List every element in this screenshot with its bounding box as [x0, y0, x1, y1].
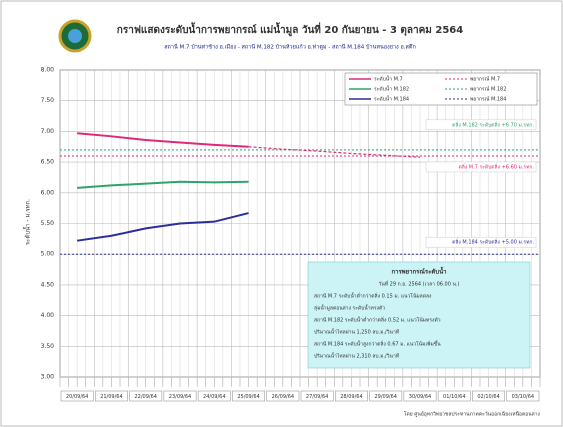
y-tick-label: 7.00: [41, 128, 55, 135]
date-box: [197, 390, 231, 402]
x-tick-label: 21/09/64: [100, 394, 122, 400]
y-tick-label: 5.50: [41, 220, 55, 227]
legend-label: ระดับน้ำ M.182: [374, 84, 409, 93]
series-line: [77, 180, 249, 189]
legend-label: ระดับน้ำ M.184: [374, 94, 409, 103]
date-box: [369, 390, 403, 402]
date-box: [506, 390, 540, 402]
date-box: [437, 390, 471, 402]
reference-label: ตลิ่ง M.7 ระดับตลิ่ง +6.60 ม.รทก.: [458, 163, 534, 170]
series-line: [77, 212, 249, 242]
reference-label-box: [425, 161, 537, 173]
y-tick-label: 8.00: [41, 67, 55, 74]
date-box: [472, 390, 506, 402]
x-tick-label: 29/09/64: [374, 394, 396, 400]
x-tick-label: 02/10/64: [477, 394, 499, 400]
info-line: ปริมาณน้ำไหลผ่าน 1,250 ลบ.ม./วินาที: [314, 327, 399, 336]
y-tick-label: 6.00: [41, 189, 55, 196]
info-line: สถานี M.7 ระดับน้ำต่ำกว่าตลิ่ง 0.15 ม. แ…: [314, 291, 432, 300]
x-tick-label: 20/09/64: [66, 394, 88, 400]
logo-center: [68, 29, 82, 43]
reference-label-box: [425, 119, 537, 131]
x-tick-label: 01/10/64: [443, 394, 465, 400]
x-tick-label: 22/09/64: [134, 394, 156, 400]
reference-label: ตลิ่ง M.184 ระดับตลิ่ง +5.00 ม.รทก.: [452, 239, 534, 246]
y-axis-title: ระดับน้ำ - ม.รทก.: [22, 199, 32, 245]
date-box: [266, 390, 300, 402]
date-box: [163, 390, 197, 402]
x-tick-label: 03/10/64: [512, 394, 534, 400]
info-line: ลุ่มน้ำมูลตอนล่าง ระดับน้ำทรงตัว: [314, 303, 385, 312]
reference-label-box: [425, 236, 537, 248]
x-tick-label: 26/09/64: [272, 394, 294, 400]
legend-box: [344, 72, 538, 106]
date-box: [232, 390, 266, 402]
y-tick-label: 3.50: [41, 343, 55, 350]
series-line: [248, 146, 421, 158]
x-tick-label: 27/09/64: [306, 394, 328, 400]
date-box: [334, 390, 368, 402]
series-line: [77, 132, 249, 148]
y-tick-label: 7.50: [41, 97, 55, 104]
chart-title: กราฟแสดงระดับน้ำการพยากรณ์ แม่น้ำมูล วัน…: [117, 22, 463, 37]
info-line: สถานี M.184 ระดับน้ำสูงกว่าตลิ่ง 0.67 ม.…: [314, 339, 441, 348]
info-title: การพยากรณ์ระดับน้ำ: [391, 266, 446, 276]
x-tick-label: 24/09/64: [203, 394, 225, 400]
date-box: [94, 390, 128, 402]
y-tick-label: 4.50: [41, 281, 55, 288]
reference-label: ตลิ่ง M.182 ระดับตลิ่ง +6.70 ม.รทก.: [452, 121, 534, 128]
legend-label: ระดับน้ำ M.7: [374, 74, 403, 83]
date-box: [129, 390, 163, 402]
legend-label: พยากรณ์ M.184: [470, 96, 506, 103]
date-box: [300, 390, 334, 402]
chart-subtitle: สถานี M.7 บ้านท่าช้าง อ.เมือง - สถานี M.…: [164, 44, 416, 51]
x-tick-label: 23/09/64: [169, 394, 191, 400]
date-box: [60, 390, 94, 402]
y-tick-label: 3.00: [41, 374, 55, 381]
date-box: [403, 390, 437, 402]
x-tick-label: 25/09/64: [237, 394, 259, 400]
info-line: สถานี M.182 ระดับน้ำต่ำกว่าตลิ่ง 0.52 ม.…: [314, 315, 441, 324]
y-tick-label: 6.50: [41, 159, 55, 166]
x-tick-label: 30/09/64: [409, 394, 431, 400]
y-tick-label: 5.00: [41, 251, 55, 258]
info-line: วันที่ 29 ก.ย. 2564 (เวลา 06.00 น.): [379, 281, 460, 288]
info-line: ปริมาณน้ำไหลผ่าน 2,310 ลบ.ม./วินาที: [314, 351, 399, 360]
legend-label: พยากรณ์ M.7: [470, 76, 500, 83]
x-tick-label: 28/09/64: [340, 394, 362, 400]
info-box: [307, 261, 531, 369]
footnote: โดย ศูนย์อุทกวิทยาชลประทานภาคตะวันออกเฉี…: [404, 411, 541, 418]
y-tick-label: 4.00: [41, 312, 55, 319]
legend-label: พยากรณ์ M.182: [470, 86, 506, 93]
